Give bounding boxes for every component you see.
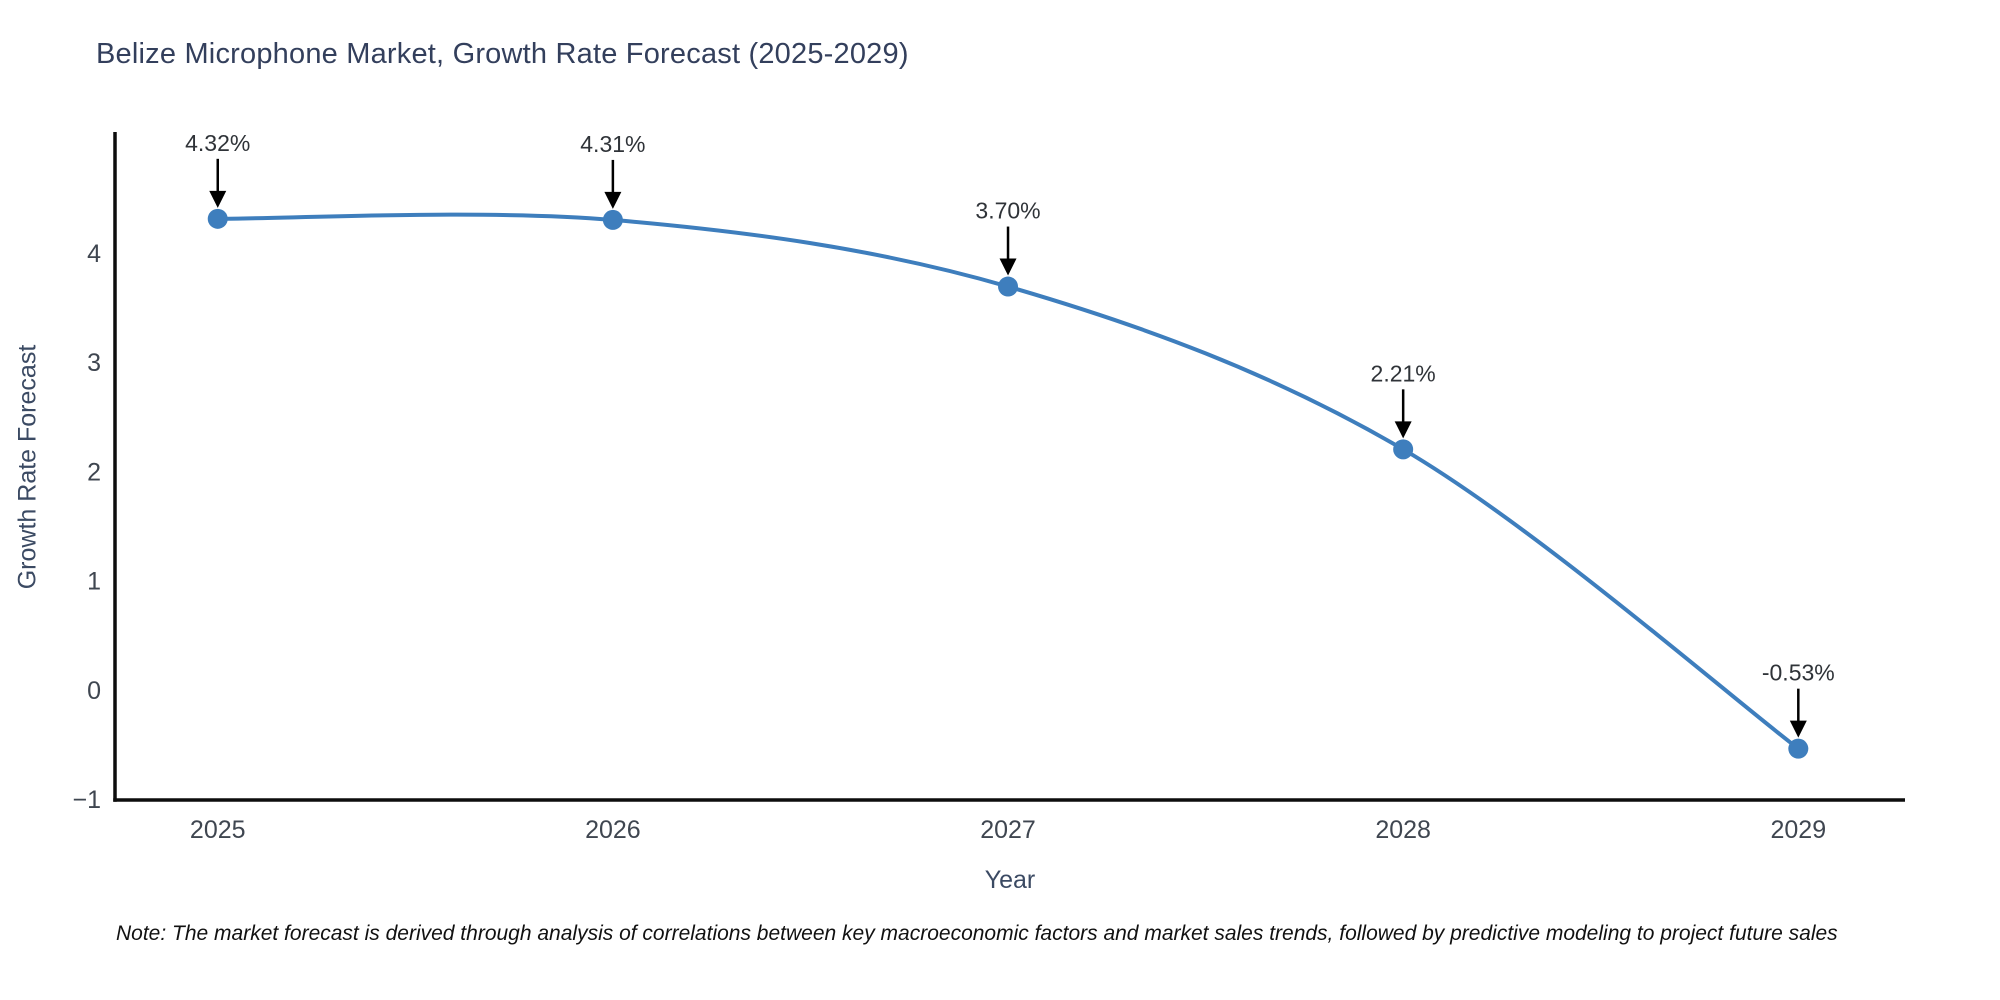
annotation-arrow-head [999, 258, 1017, 276]
data-point-marker [602, 209, 623, 230]
annotation-arrow-head [1789, 720, 1807, 738]
x-tick-label: 2026 [585, 816, 641, 844]
annotation-arrow-head [209, 190, 227, 208]
annotation-label: 4.32% [185, 130, 250, 156]
data-point-marker [207, 208, 228, 229]
series-line [217, 212, 1800, 751]
y-tick-label: 0 [87, 677, 101, 705]
annotation-label: 4.31% [580, 131, 645, 157]
annotation-label: 2.21% [1371, 360, 1436, 386]
y-tick-label: 4 [87, 240, 101, 268]
chart-title: Belize Microphone Market, Growth Rate Fo… [96, 38, 909, 70]
x-tick-label: 2025 [190, 816, 246, 844]
y-tick-label: 1 [87, 568, 101, 596]
x-tick-label: 2027 [980, 816, 1036, 844]
y-tick-label: 3 [87, 349, 101, 377]
x-tick-label: 2029 [1770, 816, 1826, 844]
x-tick-label: 2028 [1375, 816, 1431, 844]
y-tick-label: −1 [72, 786, 101, 814]
y-tick-label: 2 [87, 458, 101, 486]
data-point-marker [1788, 738, 1809, 759]
data-point-marker [1393, 439, 1414, 460]
data-point-marker [998, 276, 1019, 297]
annotation-arrow-head [1394, 421, 1412, 439]
x-axis-label: Year [984, 866, 1036, 894]
annotation-label: 3.70% [975, 198, 1040, 224]
annotation-label: -0.53% [1762, 660, 1835, 686]
note-text: Note: The market forecast is derived thr… [116, 922, 1838, 945]
annotation-arrow-head [604, 191, 622, 209]
